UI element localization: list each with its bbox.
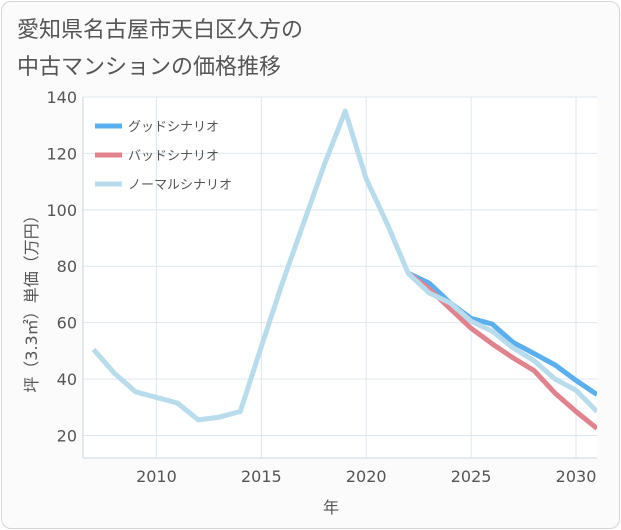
legend-label-2: バッドシナリオ [128, 149, 219, 164]
line-chart: 20 40 60 80 100 120 140 2010 2015 2020 2025 2030 グッ… [0, 0, 621, 530]
y-tick-label: 120 [46, 144, 77, 163]
y-tick-label: 60 [57, 314, 77, 333]
x-tick-label: 2020 [346, 467, 387, 486]
x-tick-label: 2030 [556, 467, 597, 486]
legend-label-1: グッドシナリオ [128, 120, 219, 135]
y-tick-label: 20 [57, 426, 77, 445]
x-axis-title: 年 [323, 498, 339, 517]
legend-label-3: ノーマルシナリオ [128, 178, 232, 193]
x-tick-label: 2025 [451, 467, 492, 486]
x-tick-label: 2010 [136, 467, 177, 486]
y-tick-label: 40 [57, 370, 77, 389]
x-tick-label: 2015 [241, 467, 282, 486]
y-axis-title: 坪（3.3㎡）単価（万円） [22, 207, 41, 392]
y-tick-label: 140 [46, 88, 77, 107]
y-tick-label: 100 [46, 201, 77, 220]
y-tick-label: 80 [57, 257, 77, 276]
